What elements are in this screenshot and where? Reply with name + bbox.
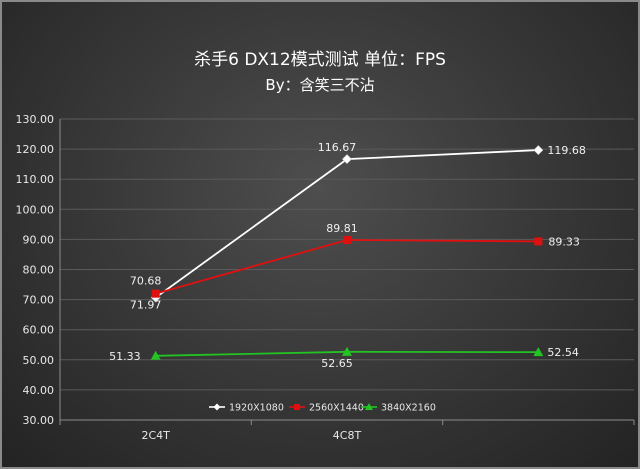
data-label: 116.67: [318, 141, 357, 154]
legend-label: 2560X1440: [309, 403, 364, 414]
data-point: [342, 154, 352, 165]
y-tick-label: 100.00: [16, 203, 55, 216]
legend-label: 3840X2160: [381, 403, 436, 414]
legend-marker: [294, 404, 300, 410]
y-tick-label: 110.00: [16, 173, 55, 186]
data-label: 71.97: [130, 299, 162, 312]
data-point: [343, 235, 351, 244]
data-label: 51.33: [109, 350, 141, 363]
chart-subtitle: By：含笑三不沾: [265, 76, 374, 94]
y-tick-label: 90.00: [23, 233, 55, 246]
data-point: [151, 289, 160, 298]
y-tick-label: 30.00: [23, 414, 55, 427]
y-tick-label: 70.00: [23, 294, 55, 307]
series-line-2560X1440: [155, 239, 539, 295]
data-point: [533, 145, 544, 155]
y-tick-label: 130.00: [16, 113, 55, 126]
y-tick-label: 120.00: [16, 143, 55, 156]
series-lines: 70.68 116.67 119.68 71.97 89.81 89.33 51.33 52.…: [109, 141, 586, 370]
y-tick-label: 80.00: [23, 264, 55, 277]
data-point: [534, 237, 543, 246]
data-label: 89.81: [326, 222, 358, 235]
x-tick-label: 2C4T: [141, 429, 170, 442]
x-tick-label: 4C8T: [333, 429, 362, 442]
axes: 30.00 40.00 50.00 60.00 70.00 80.00 90.00 100.0…: [16, 113, 635, 442]
data-label: 89.33: [548, 235, 580, 248]
data-point: [533, 347, 544, 357]
chart-title: 杀手6 DX12模式测试 单位：FPS: [194, 50, 446, 70]
y-tick-label: 40.00: [23, 384, 55, 397]
legend: 1920X1080 2560X1440 3840X2160: [209, 403, 436, 414]
y-tick-label: 50.00: [23, 354, 55, 367]
legend-marker: [365, 403, 373, 410]
data-point: [342, 346, 352, 356]
data-label: 52.54: [547, 346, 579, 359]
data-point: [150, 350, 161, 360]
legend-marker: [213, 403, 221, 411]
legend-label: 1920X1080: [229, 403, 284, 414]
data-label: 70.68: [130, 275, 162, 288]
y-tick-label: 60.00: [23, 324, 55, 337]
data-label: 52.65: [321, 357, 353, 370]
data-label: 119.68: [547, 144, 586, 157]
